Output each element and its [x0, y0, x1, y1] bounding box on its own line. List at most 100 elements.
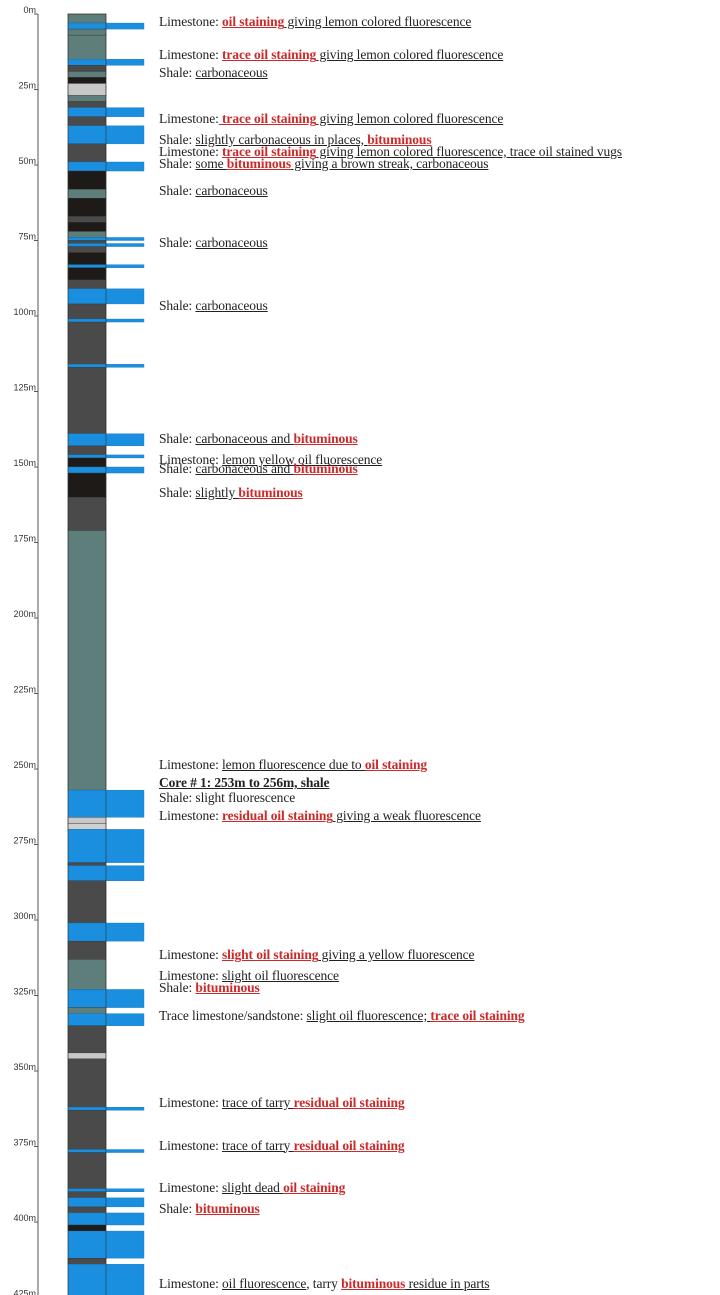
bed-shale-black — [67, 1224, 107, 1232]
annotation-text: giving lemon colored fluorescence — [284, 14, 472, 30]
bed-shale-dark — [67, 303, 107, 320]
annotation: Limestone: oil fluorescence, tarry bitum… — [159, 1277, 490, 1291]
annotation-text: Trace limestone/sandstone: — [159, 1007, 307, 1023]
depth-axis: 0m 25m 50m 75m 100m 125m 150m 175m 200m 225m 250m 2… — [13, 5, 39, 1295]
annotation: Shale: carbonaceous — [159, 297, 268, 313]
annotation-text: Limestone: — [159, 143, 223, 159]
annotation: Shale: slight fluorescence — [159, 791, 295, 805]
annotation-text: some — [195, 156, 227, 172]
annotation-text: Shale: — [159, 1200, 196, 1216]
bed-shale-dark — [67, 1206, 107, 1214]
highlight-term: bituminous — [195, 980, 260, 996]
depth-tick-label: 150m — [13, 458, 36, 468]
bed-shale-black — [67, 222, 107, 232]
annotation-text: Limestone: — [159, 968, 223, 984]
bed-core — [67, 823, 107, 830]
annotation-text: Shale: — [159, 131, 196, 147]
highlight-term: slight oil staining — [222, 947, 319, 963]
annotation: Shale: carbonaceous — [159, 66, 268, 80]
bed-shale-dark — [67, 279, 107, 290]
annotation-text: Shale: — [159, 485, 196, 501]
annotation-text: Limestone: — [159, 1137, 223, 1153]
annotation: Limestone: lemon fluorescence due to oil… — [159, 758, 427, 772]
annotation-text: Limestone: — [159, 757, 223, 772]
annotation-text: Limestone: — [159, 947, 223, 963]
annotation-text: slight oil fluorescence; — [306, 1007, 431, 1023]
bed-shale-dark — [67, 497, 107, 531]
core-label: Core # 1: 253m to 256m, shale — [159, 775, 330, 791]
highlight-term: bituminous — [341, 1276, 406, 1292]
annotation-text: carbonaceous — [195, 65, 268, 81]
annotation-text: Shale: — [159, 234, 196, 250]
depth-tick-label: 125m — [13, 383, 36, 393]
bed-shale-dark — [67, 1058, 107, 1108]
annotation-text: Limestone: — [159, 14, 223, 30]
annotation: Limestone: trace of tarry residual oil s… — [159, 1137, 405, 1153]
annotation-text: Limestone: — [159, 1095, 223, 1111]
annotation: Shale: bituminous — [159, 981, 260, 995]
annotation: Limestone: trace oil staining giving lem… — [159, 110, 504, 126]
highlight-term: oil staining — [283, 1179, 346, 1195]
annotation-text: giving a yellow fluorescence — [318, 947, 475, 963]
highlight-term: trace oil staining — [222, 143, 317, 159]
bed-sandstone — [67, 83, 107, 96]
bed-shale-black — [67, 252, 107, 265]
annotation: Limestone: trace oil staining giving lem… — [159, 143, 622, 159]
annotation-text: Shale: — [159, 65, 196, 81]
bed-shale-dark — [67, 1110, 107, 1150]
annotation-text: giving lemon colored fluorescence — [316, 110, 504, 126]
highlight-term: residual oil staining — [222, 808, 333, 824]
depth-tick-label: 250m — [13, 760, 36, 770]
depth-tick-label: 175m — [13, 534, 36, 544]
depth-tick-label: 50m — [18, 156, 36, 166]
highlight-term: bituminous — [293, 430, 358, 446]
annotation: Limestone: slight dead oil staining — [159, 1179, 346, 1195]
bed-shale-black — [67, 457, 107, 468]
annotation-text: Shale: — [159, 980, 196, 996]
annotation: Limestone: trace of tarry residual oil s… — [159, 1096, 405, 1110]
bed-shale-green — [67, 13, 107, 24]
annotation: Shale: slightly carbonaceous in places, … — [159, 131, 432, 147]
depth-tick-label: 275m — [13, 836, 36, 846]
bed-shale-dark — [67, 246, 107, 253]
highlight-term: trace oil staining — [218, 110, 317, 126]
bed-shale-green — [67, 34, 107, 60]
annotation: Limestone: trace oil staining giving lem… — [159, 48, 503, 62]
annotation-text: carbonaceous — [195, 297, 268, 313]
annotation-text: slightly carbonaceous in places, — [195, 131, 368, 147]
highlight-term: residual oil staining — [293, 1137, 405, 1153]
depth-tick-label: 100m — [13, 307, 36, 317]
annotation-text: carbonaceous and — [195, 430, 294, 446]
annotation-text: giving a brown streak, carbonaceous — [291, 156, 489, 172]
bed-shale-dark — [67, 216, 107, 223]
highlight-term: oil staining — [364, 757, 428, 772]
bed-shale-dark — [67, 367, 107, 434]
annotation-text: Shale: slight fluorescence — [159, 790, 296, 806]
bed-shale-dark — [67, 101, 107, 108]
bed-shale-green — [67, 28, 107, 36]
depth-tick-label: 425m — [13, 1289, 36, 1295]
annotation-text: Limestone: — [159, 1276, 223, 1292]
depth-tick-label: 225m — [13, 685, 36, 695]
bed-shale-black — [67, 198, 107, 217]
annotation-text: lemon yellow oil fluorescence — [222, 451, 383, 467]
annotation: Shale: carbonaceous and bituminous — [159, 462, 358, 476]
annotation-text: giving a weak fluorescence — [332, 808, 481, 824]
bed-sandstone — [67, 817, 107, 824]
bed-shale-black — [67, 170, 107, 190]
bed-shale-green — [67, 1007, 107, 1014]
depth-tick-label: 325m — [13, 987, 36, 997]
column-outline — [67, 13, 107, 1295]
annotation-text: trace of tarry — [222, 1137, 294, 1153]
depth-tick-label: 0m — [23, 5, 36, 15]
bed-shale-green — [67, 71, 107, 78]
bed-shale-green — [67, 530, 107, 791]
bed-shale-black — [67, 267, 107, 280]
annotation-text: Limestone: — [159, 110, 219, 126]
bed-shale-dark — [67, 240, 107, 244]
annotation: Limestone: lemon yellow oil fluorescence — [159, 451, 383, 467]
annotation-text: Shale: — [159, 183, 196, 199]
annotation-text: residue in parts — [405, 1276, 490, 1292]
highlight-term: bituminous — [226, 156, 292, 172]
